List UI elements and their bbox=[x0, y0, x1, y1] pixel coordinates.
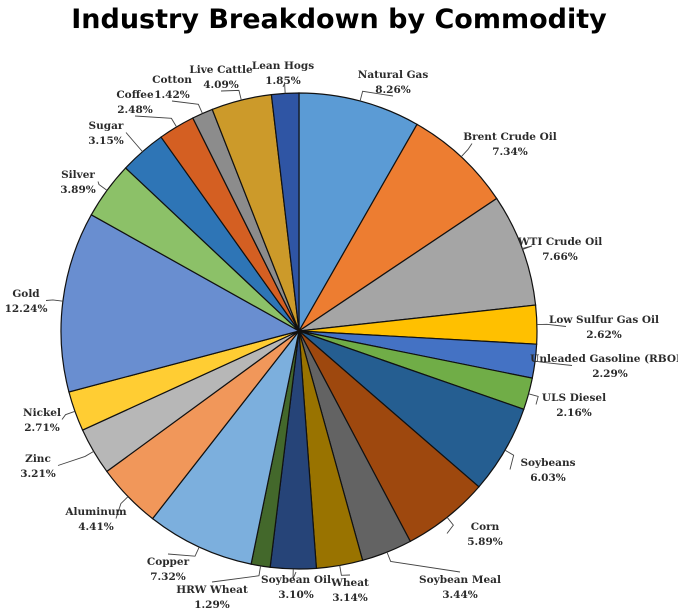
leader-line bbox=[211, 565, 262, 583]
leader-line bbox=[535, 360, 573, 366]
slice-label: Silver bbox=[61, 169, 95, 181]
slice-label: Sugar bbox=[89, 120, 124, 132]
slice-value-label: 3.89% bbox=[60, 184, 96, 196]
labels-layer: Natural Gas 8.26% Brent Crude Oil 7.34% WTI … bbox=[5, 60, 678, 611]
leader-line bbox=[57, 450, 94, 466]
leader-line bbox=[115, 496, 129, 519]
slice-value-label: 4.09% bbox=[203, 79, 239, 91]
leader-line bbox=[61, 410, 76, 420]
chart-title: Industry Breakdown by Commodity bbox=[71, 4, 607, 35]
slice-value-label: 5.89% bbox=[467, 536, 503, 548]
slice-value-label: 2.48% bbox=[117, 104, 153, 116]
slice-label: Cotton bbox=[152, 74, 192, 86]
leader-line bbox=[167, 546, 200, 557]
leader-line bbox=[521, 245, 533, 250]
leader-line bbox=[386, 551, 461, 573]
slice-value-label: 3.14% bbox=[332, 592, 368, 604]
slice-value-label: 2.29% bbox=[592, 368, 628, 380]
pie-slice-copper bbox=[151, 330, 300, 565]
slice-value-label: 6.03% bbox=[530, 472, 566, 484]
slice-value-label: 12.24% bbox=[5, 303, 48, 315]
slice-value-label: 7.32% bbox=[150, 571, 186, 583]
slice-label: Corn bbox=[471, 521, 500, 533]
slice-label: Zinc bbox=[25, 453, 51, 465]
slices-layer bbox=[60, 92, 538, 570]
slice-label: Soybean Meal bbox=[419, 574, 501, 586]
slice-label: Nickel bbox=[23, 407, 61, 419]
slice-label: Soybeans bbox=[520, 457, 575, 469]
slice-value-label: 1.29% bbox=[194, 599, 230, 611]
slice-value-label: 7.66% bbox=[542, 251, 578, 263]
slice-label: Coffee bbox=[116, 89, 154, 101]
leader-line bbox=[134, 115, 177, 128]
slice-value-label: 3.44% bbox=[442, 589, 478, 601]
slice-value-label: 3.10% bbox=[278, 589, 314, 601]
slice-label: Lean Hogs bbox=[252, 60, 314, 72]
leader-line bbox=[536, 323, 567, 327]
slice-label: Aluminum bbox=[64, 506, 126, 518]
leader-line bbox=[339, 565, 351, 576]
slice-value-label: 2.16% bbox=[556, 407, 592, 419]
leader-line bbox=[460, 143, 473, 158]
slice-value-label: 2.62% bbox=[586, 329, 622, 341]
leader-line bbox=[504, 449, 515, 470]
pie-slice-brent-crude-oil bbox=[298, 123, 498, 332]
pie-slice-wti-crude-oil bbox=[298, 197, 537, 332]
slice-value-label: 2.71% bbox=[24, 422, 60, 434]
slice-label: WTI Crude Oil bbox=[517, 236, 603, 248]
pie-slice-lean-hogs bbox=[270, 92, 300, 332]
leader-line bbox=[45, 299, 63, 302]
slice-label: Copper bbox=[147, 556, 190, 568]
slice-value-label: 3.15% bbox=[88, 135, 124, 147]
slice-value-label: 7.34% bbox=[492, 146, 528, 158]
slice-label: HRW Wheat bbox=[176, 584, 248, 596]
slice-label: ULS Diesel bbox=[542, 392, 606, 404]
leader-line bbox=[446, 517, 454, 534]
leader-line bbox=[125, 132, 143, 152]
slice-value-label: 4.41% bbox=[78, 521, 114, 533]
pie-slice-gold bbox=[60, 213, 301, 393]
leader-line bbox=[97, 181, 108, 191]
leader-line bbox=[292, 568, 297, 580]
slice-label: Gold bbox=[12, 288, 40, 300]
slice-label: Natural Gas bbox=[358, 69, 429, 81]
slice-label: Live Cattle bbox=[189, 64, 253, 76]
leader-line bbox=[282, 83, 286, 94]
leader-line bbox=[359, 90, 394, 102]
slice-value-label: 8.26% bbox=[375, 84, 411, 96]
slice-label: Wheat bbox=[330, 577, 369, 589]
leader-line bbox=[528, 393, 539, 405]
slice-label: Low Sulfur Gas Oil bbox=[549, 314, 659, 326]
slice-value-label: 1.42% bbox=[154, 89, 190, 101]
slice-label: Soybean Oil bbox=[261, 574, 331, 586]
leader-line bbox=[220, 89, 242, 101]
slice-label: Brent Crude Oil bbox=[463, 131, 557, 143]
leader-line bbox=[171, 100, 203, 114]
slice-value-label: 1.85% bbox=[265, 75, 301, 87]
slice-value-label: 3.21% bbox=[20, 468, 56, 480]
slice-label: Unleaded Gasoline (RBOB) bbox=[530, 353, 678, 365]
